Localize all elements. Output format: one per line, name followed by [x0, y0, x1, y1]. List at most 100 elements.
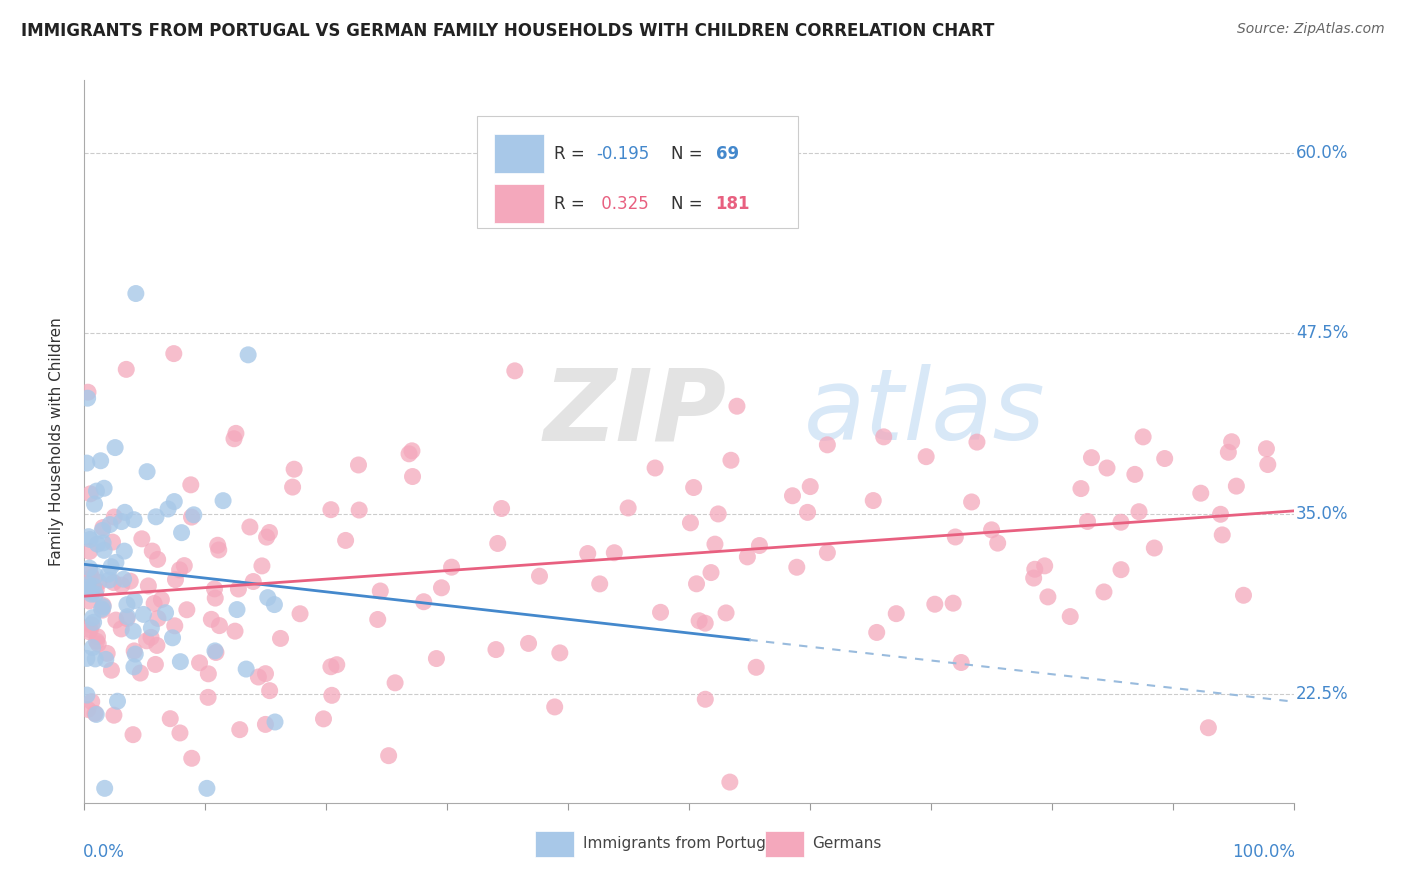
Point: [745, 660, 768, 674]
Point: [79, 566, 101, 580]
Point: [862, 493, 884, 508]
Point: [1232, 588, 1254, 602]
Point: [1189, 486, 1212, 500]
Point: [398, 447, 420, 461]
Point: [815, 438, 838, 452]
Point: [91, 524, 114, 538]
Point: [1197, 721, 1219, 735]
Point: [122, 624, 145, 639]
Point: [76, 456, 98, 470]
Point: [1257, 458, 1279, 472]
Point: [122, 660, 145, 674]
Point: [799, 480, 821, 494]
Point: [197, 666, 219, 681]
Point: [695, 616, 717, 631]
Point: [83, 579, 105, 593]
Point: [1109, 515, 1132, 529]
Point: [782, 489, 804, 503]
Point: [1059, 609, 1081, 624]
Point: [195, 781, 218, 796]
Point: [91, 599, 114, 614]
Point: [208, 543, 231, 558]
Point: [122, 644, 145, 658]
Point: [98, 573, 121, 587]
Point: [90, 454, 112, 468]
Text: N =: N =: [671, 145, 707, 162]
Point: [319, 659, 342, 673]
Point: [204, 644, 226, 658]
Point: [180, 510, 202, 524]
Point: [707, 507, 730, 521]
Point: [79, 544, 101, 558]
Point: [326, 657, 349, 672]
FancyBboxPatch shape: [765, 831, 804, 857]
Point: [76, 581, 98, 595]
Point: [312, 712, 335, 726]
Point: [145, 657, 167, 672]
Point: [124, 647, 146, 661]
Point: [98, 517, 121, 532]
Point: [682, 481, 704, 495]
Point: [135, 633, 157, 648]
Text: 35.0%: 35.0%: [1296, 505, 1348, 523]
Point: [84, 582, 107, 597]
Point: [236, 348, 259, 362]
Text: Germans: Germans: [813, 837, 882, 852]
Point: [688, 614, 710, 628]
Point: [529, 569, 551, 583]
Point: [111, 578, 134, 592]
Point: [1211, 528, 1233, 542]
Text: 0.325: 0.325: [596, 194, 648, 213]
Point: [695, 692, 717, 706]
Point: [786, 560, 808, 574]
Point: [1033, 558, 1056, 573]
Point: [204, 591, 226, 606]
Point: [1022, 571, 1045, 585]
Point: [115, 598, 138, 612]
Text: 69: 69: [716, 145, 738, 162]
Point: [79, 623, 101, 637]
Point: [107, 694, 129, 708]
Point: [138, 579, 160, 593]
Point: [110, 622, 132, 636]
Point: [866, 625, 889, 640]
Point: [980, 523, 1002, 537]
Point: [714, 606, 737, 620]
Point: [86, 537, 108, 551]
Point: [122, 728, 145, 742]
Point: [207, 538, 229, 552]
Text: ZIP: ZIP: [544, 364, 727, 461]
Point: [425, 651, 447, 665]
Point: [83, 497, 105, 511]
Point: [82, 640, 104, 655]
Point: [150, 592, 173, 607]
Point: [1076, 515, 1098, 529]
Point: [335, 533, 357, 548]
Point: [235, 662, 257, 676]
Point: [91, 520, 114, 534]
Point: [84, 568, 107, 582]
Point: [1132, 430, 1154, 444]
Point: [129, 666, 152, 681]
Point: [212, 493, 235, 508]
Point: [91, 536, 114, 550]
Text: 22.5%: 22.5%: [1296, 685, 1348, 704]
Point: [226, 602, 249, 616]
Point: [163, 494, 186, 508]
Point: [368, 584, 391, 599]
Point: [367, 612, 389, 626]
Point: [401, 443, 423, 458]
Point: [125, 286, 148, 301]
Text: R =: R =: [554, 194, 589, 213]
Point: [77, 702, 100, 716]
Point: [169, 726, 191, 740]
Point: [90, 602, 112, 616]
Point: [1024, 562, 1046, 576]
Point: [143, 597, 166, 611]
Point: [162, 631, 184, 645]
Point: [259, 683, 281, 698]
Point: [1123, 467, 1146, 482]
Point: [77, 530, 100, 544]
Point: [82, 610, 104, 624]
Point: [254, 666, 277, 681]
